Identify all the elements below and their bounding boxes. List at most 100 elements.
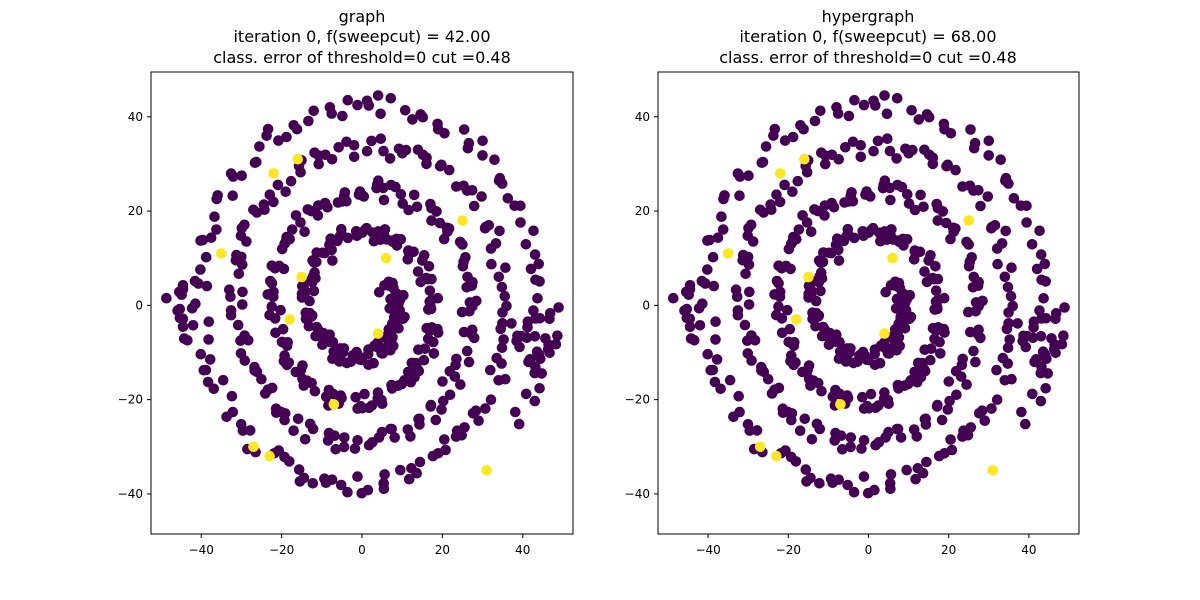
right-point-class0	[999, 271, 1011, 283]
left-point-class0	[352, 471, 363, 482]
right-point-class0	[787, 131, 799, 143]
left-point-class0	[458, 124, 470, 135]
left-xtick-label: −20	[269, 543, 294, 557]
left-point-class0	[529, 249, 541, 260]
right-point-class0	[668, 292, 679, 304]
left-point-class0	[494, 225, 505, 237]
right-point-class0	[1005, 290, 1017, 302]
left-point-class0	[236, 170, 247, 181]
right-point-class0	[891, 153, 902, 164]
left-point-class0	[308, 285, 320, 297]
left-point-class1	[296, 271, 308, 283]
right-point-class0	[855, 151, 867, 163]
right-point-class0	[756, 157, 768, 168]
left-point-class0	[304, 307, 316, 319]
right-point-class0	[684, 321, 696, 333]
right-point-class0	[776, 327, 788, 339]
left-point-class0	[350, 391, 362, 403]
left-point-class0	[201, 280, 213, 292]
right-point-class0	[904, 313, 915, 325]
right-point-class0	[805, 226, 817, 238]
left-point-class0	[499, 290, 511, 302]
left-point-class0	[372, 90, 384, 101]
right-point-class0	[820, 158, 831, 170]
right-point-class0	[927, 158, 939, 170]
left-point-class0	[195, 235, 206, 246]
right-point-class0	[1000, 175, 1011, 186]
right-point-class0	[766, 388, 778, 399]
right-point-class0	[963, 239, 974, 250]
right-point-class0	[1059, 302, 1070, 313]
left-point-class0	[418, 250, 430, 261]
right-point-class0	[801, 476, 812, 487]
right-point-class0	[760, 141, 772, 152]
right-point-class0	[733, 390, 744, 402]
left-point-class0	[190, 298, 201, 310]
left-point-class0	[493, 375, 504, 386]
left-point-class0	[530, 274, 541, 286]
right-point-class0	[931, 401, 943, 412]
right-point-class0	[794, 425, 806, 437]
right-point-class0	[1006, 262, 1017, 274]
right-point-class0	[889, 337, 901, 349]
left-point-class0	[280, 186, 292, 197]
right-point-class0	[1020, 418, 1031, 430]
right-point-class0	[899, 297, 911, 309]
right-point-class0	[965, 124, 976, 135]
right-point-class0	[901, 464, 912, 476]
right-point-class0	[891, 423, 903, 435]
right-point-class0	[1040, 383, 1051, 394]
right-point-class0	[910, 473, 921, 485]
right-point-class0	[868, 145, 879, 157]
right-point-class0	[819, 324, 831, 336]
left-point-class0	[226, 390, 238, 402]
left-point-class0	[412, 363, 423, 375]
left-point-class0	[200, 251, 212, 263]
right-point-class0	[1021, 217, 1032, 228]
left-point-class0	[217, 374, 229, 386]
right-point-class0	[806, 434, 818, 445]
left-point-class0	[403, 204, 414, 216]
left-point-class0	[264, 189, 276, 200]
right-point-class0	[710, 334, 721, 345]
right-point-class0	[705, 364, 716, 376]
right-point-class0	[986, 403, 997, 414]
left-point-class0	[359, 388, 370, 400]
right-point-class0	[758, 366, 770, 378]
right-point-class0	[815, 285, 826, 297]
right-point-class0	[991, 394, 1003, 406]
left-point-class0	[281, 131, 292, 143]
left-point-class0	[439, 434, 450, 445]
right-point-class0	[906, 105, 917, 116]
right-point-class0	[854, 350, 865, 361]
left-point-class0	[480, 403, 491, 414]
right-point-class0	[885, 280, 897, 291]
right-point-class0	[710, 316, 721, 328]
right-xtick-label: 40	[1021, 543, 1036, 557]
left-point-class0	[378, 477, 390, 489]
right-point-class0	[975, 332, 986, 344]
left-point-class0	[260, 388, 271, 399]
right-point-class0	[730, 284, 742, 296]
left-points	[161, 90, 564, 499]
left-point-class0	[423, 261, 435, 272]
right-point-class0	[945, 128, 957, 139]
right-point-class0	[1012, 318, 1023, 329]
left-point-class0	[385, 423, 396, 435]
right-point-class0	[884, 477, 896, 489]
left-point-class0	[436, 404, 447, 415]
left-point-class0	[414, 456, 426, 468]
right-point-class0	[1002, 342, 1014, 354]
right-point-class0	[908, 253, 920, 265]
right-point-class0	[950, 164, 961, 176]
left-point-class0	[327, 255, 338, 266]
left-point-class0	[491, 352, 503, 364]
left-point-class0	[235, 335, 246, 347]
left-point-class0	[502, 193, 514, 204]
left-point-class0	[372, 393, 384, 404]
right-point-class0	[894, 282, 906, 294]
right-point-class0	[1039, 258, 1051, 270]
right-point-class0	[973, 324, 984, 336]
right-subtitle-line-2: class. error of threshold=0 cut =0.48	[719, 48, 1017, 67]
